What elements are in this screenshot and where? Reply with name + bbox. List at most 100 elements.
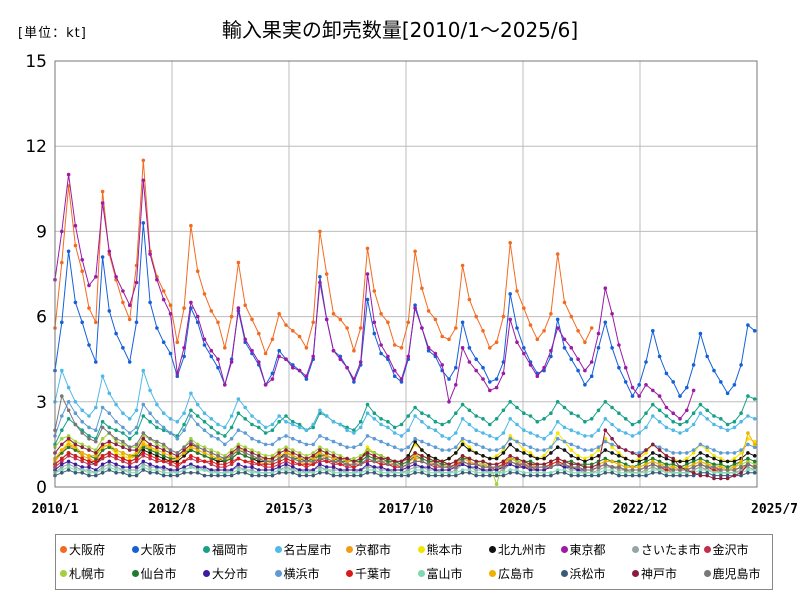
data-point [358, 326, 363, 330]
x-tick-label: 2012/8 [149, 502, 196, 517]
data-point [324, 436, 329, 441]
data-point [528, 451, 533, 455]
data-point [603, 439, 608, 444]
x-tick-label: 2025/7 [751, 502, 798, 517]
data-point [433, 317, 438, 322]
data-point [508, 471, 512, 475]
data-point [148, 300, 152, 305]
data-point [467, 456, 472, 461]
y-tick-label: 3 [36, 393, 47, 413]
data-point [549, 471, 553, 475]
data-point [80, 451, 84, 455]
data-point [60, 468, 64, 472]
data-point [542, 436, 546, 441]
data-point [284, 445, 288, 450]
data-point [331, 439, 336, 444]
data-point [589, 448, 594, 452]
data-point [263, 462, 268, 467]
data-point [338, 468, 343, 472]
data-point [229, 448, 234, 452]
data-point [182, 465, 186, 469]
data-point [127, 303, 132, 308]
data-point [372, 456, 377, 461]
data-point [691, 451, 696, 455]
data-point [467, 448, 472, 452]
data-point [508, 462, 512, 467]
data-point [297, 473, 302, 478]
series-line [54, 222, 756, 398]
data-point [752, 397, 757, 401]
data-point [60, 260, 64, 265]
data-point [705, 471, 709, 475]
data-point [324, 414, 329, 418]
data-point [610, 445, 614, 450]
data-point [202, 411, 207, 416]
data-point [698, 411, 703, 416]
data-point [555, 459, 560, 464]
data-point [379, 459, 383, 464]
data-point [542, 456, 546, 461]
data-point [454, 431, 458, 435]
data-point [216, 320, 220, 325]
data-point [87, 434, 91, 438]
data-point [250, 468, 254, 472]
data-point [127, 471, 132, 475]
data-point [583, 448, 587, 452]
data-point [739, 419, 743, 424]
data-point [623, 468, 628, 472]
data-point [141, 178, 146, 183]
data-point [202, 419, 207, 424]
data-point [257, 456, 261, 461]
data-point [134, 448, 139, 452]
data-point [712, 473, 716, 478]
data-point [460, 462, 465, 467]
data-point [182, 428, 186, 433]
data-point [352, 473, 356, 478]
data-point [481, 462, 485, 467]
data-point [603, 428, 608, 433]
data-point [141, 459, 146, 464]
data-point [60, 414, 64, 418]
data-point [603, 436, 608, 441]
data-point [392, 425, 397, 430]
data-point [148, 252, 152, 256]
data-point [447, 337, 451, 342]
data-point [583, 462, 587, 467]
data-point [752, 459, 757, 464]
data-point [447, 471, 451, 475]
data-point [270, 459, 275, 464]
data-point [488, 448, 492, 452]
data-point [420, 454, 424, 458]
data-point [324, 468, 329, 472]
data-point [732, 425, 737, 430]
data-point [386, 473, 390, 478]
data-point [447, 400, 451, 404]
data-point [66, 454, 71, 458]
data-point [481, 459, 485, 464]
data-point [100, 456, 105, 461]
data-point [467, 439, 472, 444]
data-point [263, 351, 268, 356]
data-point [236, 411, 241, 416]
data-point [107, 445, 112, 450]
data-point [155, 468, 159, 472]
data-point [433, 465, 438, 469]
data-point [426, 473, 431, 478]
series-layer [53, 158, 757, 487]
data-point [678, 465, 682, 469]
data-point [379, 439, 383, 444]
data-point [522, 462, 526, 467]
data-point [209, 309, 214, 313]
data-point [555, 419, 560, 424]
data-point [630, 394, 635, 398]
legend-marker [489, 570, 496, 577]
data-point [705, 473, 709, 478]
data-point [460, 468, 465, 472]
data-point [671, 465, 675, 469]
data-point [725, 391, 730, 396]
data-point [651, 388, 655, 393]
data-point [664, 454, 669, 458]
data-point [372, 454, 377, 458]
data-point [175, 436, 180, 441]
data-point [257, 360, 261, 364]
